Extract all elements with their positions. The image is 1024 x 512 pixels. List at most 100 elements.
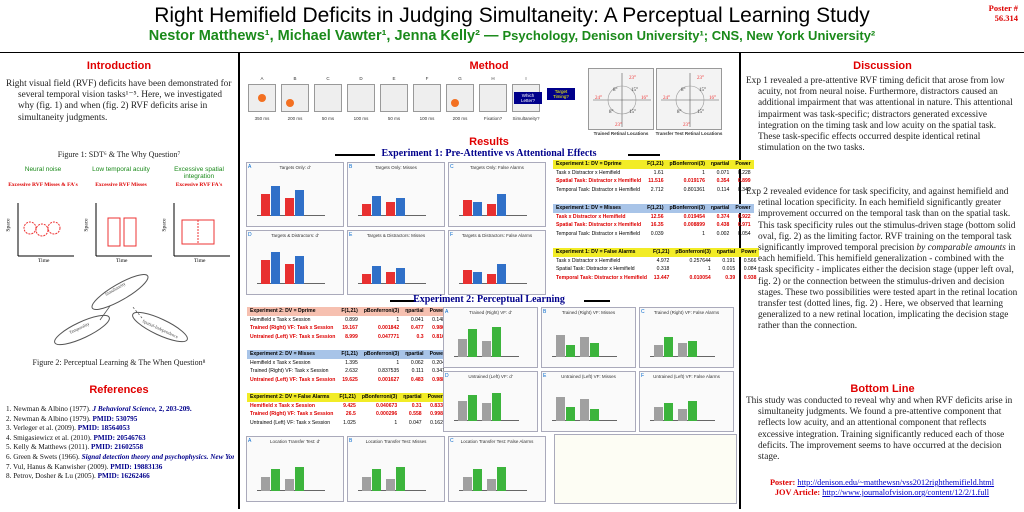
method-retinal-locations: 23° 15° 8° 24° 16° 8° 15° 23° <box>588 68 654 130</box>
ref-detail: PMID: 530795 <box>92 414 138 423</box>
stats-table-cell: 1.395 <box>345 359 358 366</box>
stats-table: Experiment 2: DV = Dprime F(1,21) pBonferr… <box>247 307 448 341</box>
stats-table-header-cell: Power <box>424 393 446 402</box>
stats-table-cell: Spatial Task: Distractor x Hemifield <box>556 222 642 229</box>
stats-table-cell: 2.632 <box>345 368 358 375</box>
stats-table-cell: 0.988 <box>432 377 445 384</box>
chart-bar <box>372 469 381 491</box>
method-frame-label: A <box>260 76 264 81</box>
chart-bar <box>473 202 482 216</box>
result-chart: C Trained (Right) VF: False Alarms <box>639 307 734 368</box>
stats-table-row: Task x Distractor x Hemifield 4.972 0.2576… <box>553 257 759 266</box>
chart-bar <box>285 198 294 216</box>
chart-bar <box>566 407 575 421</box>
chart-bar <box>386 479 395 491</box>
bottomline-text: This study was conducted to reveal why a… <box>746 396 1013 463</box>
chart-bar <box>580 399 589 421</box>
stats-table-header-cell: Experiment 2: DV = Misses <box>247 350 339 359</box>
chart-bar <box>497 194 506 216</box>
chart-bar <box>372 196 381 216</box>
method-frame-label: E <box>392 76 396 81</box>
chart-title: Location Transfer Test: Misses <box>365 439 427 444</box>
stats-table-cell: 12.56 <box>650 213 664 220</box>
stats-table-cell: 0.998 <box>430 411 443 418</box>
svg-text:8°: 8° <box>677 110 682 115</box>
ref-text: 4. Smigasiewicz et al. (2010). <box>6 433 94 442</box>
chart-bar <box>285 479 294 491</box>
fig1-ylabel: Space <box>83 218 90 232</box>
stats-table-cell: 0.041 <box>410 316 424 323</box>
reference-item: 5. Kelly & Matthews (2011). PMID: 216025… <box>6 443 234 453</box>
ref-text: 2. Newman & Albino (1979). <box>6 414 93 423</box>
chart-title: Trained (Right) VF: Misses <box>561 310 616 315</box>
chart-bar <box>556 397 565 421</box>
stats-table-cell: Task x Distractor x Hemifield <box>556 213 626 220</box>
stats-table: Experiment 2: DV = False Alarms F(1,21) pB… <box>247 393 446 427</box>
reference-item: 2. Newman & Albino (1979). PMID: 530795 <box>6 415 234 425</box>
jov-url-link[interactable]: http://www.journalofvision.org/content/1… <box>822 488 990 497</box>
chart-bar <box>556 335 565 357</box>
stats-table-cell: Temporal Task: Distractor x Hemifield <box>556 187 640 194</box>
stats-table-cell: Trained (Right) VF: Task x Session <box>250 325 334 332</box>
stats-table-row: Spatial Task: Distractor x Hemifield 16.3… <box>553 221 754 230</box>
result-chart: D Untrained (Left) VF: d' <box>443 371 538 432</box>
poster-url-link[interactable]: http://denison.edu/~matthewsn/vss2012rig… <box>797 478 995 487</box>
chart-bar <box>566 345 575 357</box>
stats-table-cell: Spatial Task: Distractor x Hemifield <box>556 178 642 185</box>
stats-table-header-cell: ηpartial <box>713 248 739 257</box>
svg-text:23°: 23° <box>629 76 636 81</box>
stats-table: Experiment 2: DV = Misses F(1,21) pBonferr… <box>247 350 448 384</box>
chart-bar <box>664 403 673 421</box>
fig1-ylabel: Space <box>5 218 12 232</box>
chart-bar <box>590 343 599 357</box>
fig1-xlabel: Time <box>38 258 50 264</box>
method-frame-label: G <box>458 76 462 81</box>
ref-detail: 2, 203-209. <box>158 405 192 413</box>
stats-table-cell: 0.899 <box>737 178 751 185</box>
discussion-p2: Exp 2 revealed evidence for task specifi… <box>746 187 1018 332</box>
stats-table-cell: Spatial Task: Distractor x Hemifield <box>556 266 635 273</box>
stats-table-cell: 0.833 <box>430 402 443 409</box>
stats-table-header-cell: Power <box>738 248 760 257</box>
method-duration: 350 ms <box>254 116 270 121</box>
svg-text:24°: 24° <box>663 96 670 101</box>
chart-bar <box>688 341 697 357</box>
method-frame <box>314 84 342 112</box>
ref-detail: PMID: 18564053 <box>77 424 130 433</box>
svg-text:15°: 15° <box>697 110 704 115</box>
stats-table-header: Experiment 2: DV = False Alarms F(1,21) pB… <box>247 393 446 402</box>
chart-bar <box>492 393 501 421</box>
method-frame <box>347 84 375 112</box>
result-chart: B Targets Only: Misses <box>347 162 445 227</box>
ref-detail: PMID: 21602558 <box>90 443 144 452</box>
stats-table-header-cell: ηpartial <box>707 160 733 169</box>
stats-table-cell: 0.039 <box>650 231 664 238</box>
chart-bar <box>295 256 304 284</box>
stats-table-row: Temporal Task: Distractor x Hemifield 2.7… <box>553 186 754 195</box>
chart-bar <box>580 337 589 357</box>
reference-item: 3. Verleger et al. (2009). PMID: 1856405… <box>6 424 234 434</box>
method-heading: Method <box>469 60 509 72</box>
stats-table-cell: 0.31 <box>411 402 422 409</box>
column-divider-left <box>238 52 240 509</box>
stats-table-cell: 1 <box>396 359 400 366</box>
chart-panel-letter: B <box>349 438 353 444</box>
result-chart: B Trained (Right) VF: Misses <box>541 307 636 368</box>
svg-text:23°: 23° <box>697 76 704 81</box>
exp2-heading: Experiment 2: Perceptual Learning <box>413 294 565 305</box>
stats-table-header-cell: Experiment 2: DV = Dprime <box>247 307 339 316</box>
chart-bar <box>654 407 663 421</box>
stats-table-cell: 0.019454 <box>683 213 705 220</box>
chart-bar <box>362 477 371 491</box>
fig1-panel-sub: Excessive RVF FA's <box>175 182 223 188</box>
stats-table-cell: 0.204 <box>432 359 445 366</box>
svg-text:16°: 16° <box>641 96 648 101</box>
svg-text:16°: 16° <box>709 96 716 101</box>
stats-table-cell: Trained (Right) VF: Task x Session <box>250 411 334 418</box>
ref-detail: PMID: 19883136 <box>110 462 163 471</box>
chart-bar <box>362 274 371 284</box>
exp1-heading: Experiment 1: Pre-Attentive vs Attention… <box>381 148 597 159</box>
result-chart: E Targets & Distractors: Misses <box>347 230 445 295</box>
exp2-rule-left <box>390 300 416 302</box>
stats-table-cell: Hemifield x Task x Session <box>250 316 311 323</box>
